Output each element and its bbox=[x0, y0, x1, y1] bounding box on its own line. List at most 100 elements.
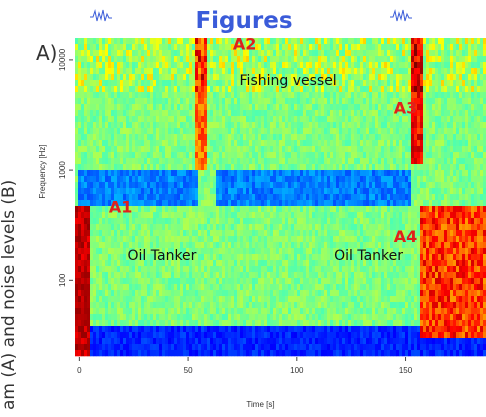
spectrogram-cell bbox=[303, 350, 306, 356]
spectrogram-cell bbox=[240, 92, 243, 98]
spectrogram-cell bbox=[348, 278, 351, 284]
spectrogram-cell bbox=[240, 278, 243, 284]
spectrogram-cell bbox=[225, 50, 228, 56]
spectrogram-cell bbox=[303, 56, 306, 62]
spectrogram-cell bbox=[324, 146, 327, 152]
spectrogram-cell bbox=[132, 86, 135, 92]
spectrogram-cell bbox=[126, 140, 129, 146]
spectrogram-cell bbox=[156, 152, 159, 158]
spectrogram-cell bbox=[189, 284, 192, 290]
spectrogram-cell bbox=[171, 80, 174, 86]
spectrogram-cell bbox=[291, 314, 294, 320]
spectrogram-cell bbox=[339, 104, 342, 110]
spectrogram-cell bbox=[171, 158, 174, 164]
spectrogram-cell bbox=[282, 56, 285, 62]
spectrogram-cell bbox=[279, 266, 282, 272]
spectrogram-cell bbox=[132, 134, 135, 140]
spectrogram-cell bbox=[102, 134, 105, 140]
spectrogram-cell bbox=[312, 344, 315, 350]
spectrogram-cell bbox=[78, 86, 81, 92]
spectrogram-cell bbox=[141, 338, 144, 344]
spectrogram-cell bbox=[288, 260, 291, 266]
spectrogram-cell bbox=[276, 146, 279, 152]
spectrogram-cell bbox=[150, 188, 153, 194]
spectrogram-cell bbox=[141, 68, 144, 74]
spectrogram-cell bbox=[342, 140, 345, 146]
spectrogram-cell bbox=[162, 188, 165, 194]
spectrogram-cell bbox=[333, 182, 336, 188]
spectrogram-cell bbox=[240, 338, 243, 344]
spectrogram-cell bbox=[234, 164, 237, 170]
spectrogram-cell bbox=[150, 284, 153, 290]
spectrogram-cell bbox=[219, 158, 222, 164]
spectrogram-cell bbox=[249, 320, 252, 326]
spectrogram-cell bbox=[123, 308, 126, 314]
spectrogram-cell bbox=[348, 38, 351, 44]
spectrogram-cell bbox=[246, 320, 249, 326]
spectrogram-cell bbox=[255, 272, 258, 278]
spectrogram-cell bbox=[198, 212, 201, 218]
spectrogram-cell bbox=[309, 170, 312, 176]
spectrogram-cell bbox=[219, 350, 222, 356]
spectrogram-cell bbox=[240, 134, 243, 140]
spectrogram-cell bbox=[330, 122, 333, 128]
spectrogram-cell bbox=[90, 272, 93, 278]
spectrogram-cell bbox=[96, 182, 99, 188]
spectrogram-cell bbox=[171, 86, 174, 92]
spectrogram-cell bbox=[318, 248, 321, 254]
spectrogram-cell bbox=[333, 266, 336, 272]
spectrogram-cell bbox=[342, 176, 345, 182]
spectrogram-cell bbox=[105, 164, 108, 170]
spectrogram-cell bbox=[258, 248, 261, 254]
spectrogram-cell bbox=[123, 272, 126, 278]
spectrogram-cell bbox=[288, 314, 291, 320]
spectrogram-cell bbox=[339, 92, 342, 98]
spectrogram-cell bbox=[177, 224, 180, 230]
spectrogram-cell bbox=[198, 206, 201, 212]
spectrogram-cell bbox=[324, 290, 327, 296]
spectrogram-cell bbox=[288, 266, 291, 272]
spectrogram-cell bbox=[327, 302, 330, 308]
spectrogram-cell bbox=[357, 68, 360, 74]
spectrogram-cell bbox=[105, 134, 108, 140]
spectrogram-cell bbox=[141, 56, 144, 62]
spectrogram-cell bbox=[285, 128, 288, 134]
spectrogram-cell bbox=[156, 50, 159, 56]
spectrogram-cell bbox=[168, 182, 171, 188]
spectrogram-cell bbox=[144, 284, 147, 290]
spectrogram-cell bbox=[207, 332, 210, 338]
spectrogram-cell bbox=[165, 200, 168, 206]
spectrogram-cell bbox=[207, 104, 210, 110]
spectrogram-cell bbox=[192, 194, 195, 200]
spectrogram-cell bbox=[300, 176, 303, 182]
spectrogram-cell bbox=[171, 68, 174, 74]
spectrogram-cell bbox=[171, 188, 174, 194]
spectrogram-cell bbox=[234, 326, 237, 332]
spectrogram-cell bbox=[183, 164, 186, 170]
spectrogram-cell bbox=[252, 212, 255, 218]
spectrogram-cell bbox=[156, 236, 159, 242]
spectrogram-cell bbox=[84, 254, 87, 260]
spectrogram-cell bbox=[147, 302, 150, 308]
spectrogram-cell bbox=[201, 170, 204, 176]
spectrogram-cell bbox=[264, 116, 267, 122]
spectrogram-cell bbox=[216, 170, 219, 176]
spectrogram-cell bbox=[168, 266, 171, 272]
spectrogram-cell bbox=[309, 38, 312, 44]
spectrogram-cell bbox=[264, 122, 267, 128]
spectrogram-cell bbox=[183, 272, 186, 278]
spectrogram-cell bbox=[201, 188, 204, 194]
spectrogram-cell bbox=[90, 116, 93, 122]
spectrogram-cell bbox=[135, 122, 138, 128]
spectrogram-cell bbox=[309, 62, 312, 68]
spectrogram-cell bbox=[321, 290, 324, 296]
spectrogram-cell bbox=[111, 326, 114, 332]
spectrogram-cell bbox=[129, 62, 132, 68]
spectrogram-cell bbox=[141, 332, 144, 338]
spectrogram-cell bbox=[282, 296, 285, 302]
spectrogram-cell bbox=[327, 92, 330, 98]
spectrogram-cell bbox=[273, 254, 276, 260]
spectrogram-cell bbox=[111, 224, 114, 230]
spectrogram-cell bbox=[270, 206, 273, 212]
spectrogram-cell bbox=[90, 230, 93, 236]
